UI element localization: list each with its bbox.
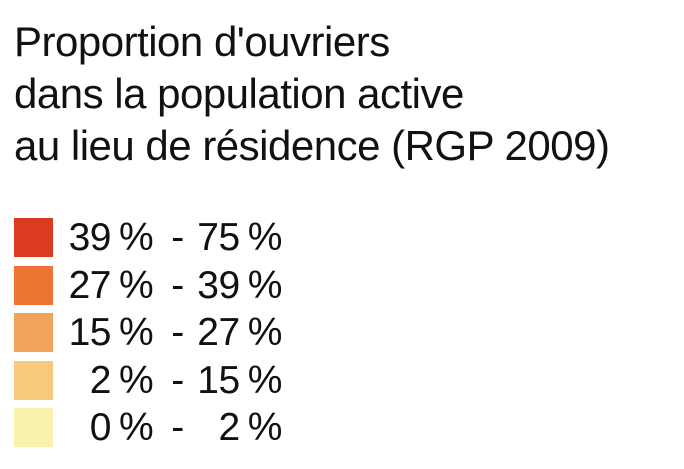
- range-separator: -: [171, 311, 184, 354]
- range-from-value: 15: [68, 311, 112, 354]
- legend-range-label: 0 % - 2 %: [65, 406, 283, 449]
- percent-sign: %: [247, 358, 283, 402]
- legend-color-swatch: [14, 360, 53, 400]
- legend-color-swatch: [14, 265, 53, 305]
- choropleth-legend: 39 % - 75 % 27 % - 39 % 15 % - 2: [14, 218, 282, 456]
- legend-item: 27 % - 39 %: [14, 263, 283, 307]
- percent-sign: %: [247, 263, 283, 307]
- map-title: Proportion d'ouvriers dans la population…: [14, 16, 610, 172]
- map-title-line-2: dans la population active: [14, 70, 464, 117]
- map-title-line-1: Proportion d'ouvriers: [14, 18, 390, 65]
- range-to-value: 15: [197, 358, 240, 402]
- legend-range-label: 39 % - 75 %: [65, 216, 283, 259]
- percent-sign: %: [119, 406, 154, 449]
- legend-range-label: 2 % - 15 %: [65, 358, 283, 402]
- range-from-value: 0: [89, 406, 112, 449]
- range-to-value: 2: [218, 406, 240, 449]
- legend-item: 0 % - 2 %: [14, 408, 282, 447]
- percent-sign: %: [247, 406, 283, 449]
- percent-sign: %: [247, 216, 283, 259]
- legend-color-swatch: [14, 313, 53, 352]
- range-separator: -: [171, 216, 184, 259]
- percent-sign: %: [119, 263, 154, 307]
- range-to-value: 39: [197, 263, 240, 307]
- legend-color-swatch: [14, 218, 53, 257]
- range-from-value: 2: [89, 358, 112, 402]
- percent-sign: %: [119, 311, 154, 354]
- range-from-value: 27: [68, 263, 112, 307]
- legend-range-label: 15 % - 27 %: [65, 311, 283, 354]
- range-separator: -: [171, 358, 184, 402]
- percent-sign: %: [119, 358, 154, 402]
- legend-range-label: 27 % - 39 %: [65, 263, 283, 307]
- range-from-value: 39: [68, 216, 112, 259]
- range-to-value: 27: [197, 311, 240, 354]
- legend-item: 15 % - 27 %: [14, 313, 282, 352]
- range-separator: -: [171, 263, 184, 307]
- range-to-value: 75: [197, 216, 240, 259]
- percent-sign: %: [247, 311, 283, 354]
- legend-item: 39 % - 75 %: [14, 218, 282, 257]
- legend-color-swatch: [14, 408, 53, 447]
- legend-item: 2 % - 15 %: [14, 358, 283, 402]
- map-title-line-3: au lieu de résidence (RGP 2009): [14, 122, 610, 169]
- range-separator: -: [171, 406, 184, 449]
- percent-sign: %: [119, 216, 154, 259]
